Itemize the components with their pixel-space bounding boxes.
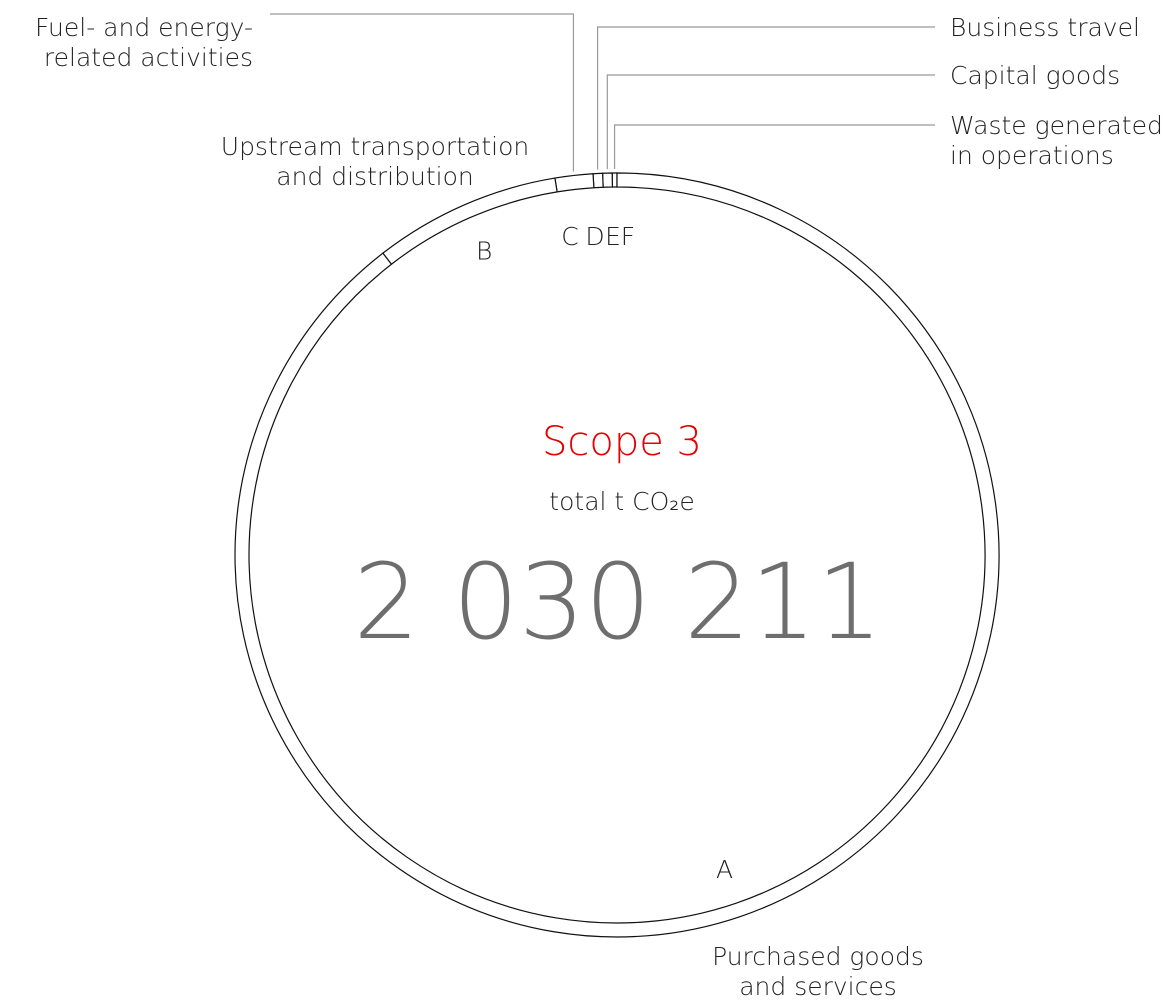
- segment-letter: F: [621, 222, 635, 251]
- chart-subtitle: total t CO₂e: [549, 487, 694, 516]
- chart-title: Scope 3: [542, 419, 702, 465]
- donut-segment: [592, 172, 604, 189]
- leader-line: [597, 26, 935, 170]
- donut-segment: [554, 173, 595, 193]
- segment-label: related activities: [44, 43, 253, 72]
- segment-letter: C: [561, 222, 578, 251]
- total-value: 2 030 211: [353, 541, 882, 663]
- segment-label: Business travel: [950, 13, 1140, 42]
- leader-line: [606, 74, 935, 170]
- segment-label: in operations: [950, 141, 1114, 170]
- segment-label: and distribution: [276, 162, 473, 191]
- segment-label: Waste generated: [950, 111, 1163, 140]
- segment-letter: B: [476, 237, 492, 266]
- segment-letter: D: [585, 222, 604, 251]
- segment-label: Upstream transportation: [221, 132, 529, 161]
- segment-label: Fuel- and energy-: [35, 13, 253, 42]
- segment-label: Purchased goods: [712, 942, 924, 971]
- leader-line: [613, 124, 935, 170]
- leader-line: [270, 13, 575, 172]
- segment-letter: A: [716, 855, 733, 884]
- donut-segment: [601, 172, 613, 188]
- segment-label: and services: [739, 972, 897, 1001]
- donut-segment: [234, 172, 1000, 938]
- segment-label: Capital goods: [950, 61, 1120, 90]
- segment-letter: E: [605, 222, 621, 251]
- donut-segment: [382, 177, 558, 266]
